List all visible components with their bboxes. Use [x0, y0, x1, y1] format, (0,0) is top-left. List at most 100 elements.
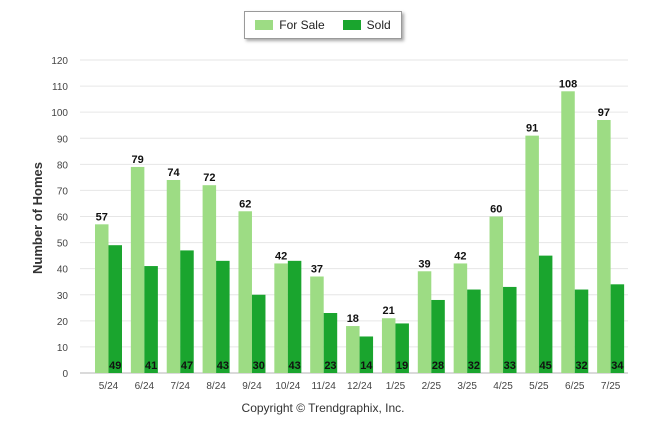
bar-for-sale[interactable]: [346, 326, 360, 373]
bar-for-sale[interactable]: [489, 216, 504, 374]
y-tick-label: 120: [51, 56, 68, 67]
y-tick-label: 80: [57, 160, 69, 171]
x-axis-ticks: 5/24 6/24 7/24 8/24 9/24 10/24 11/24 12/24 1/25 2…: [99, 381, 621, 392]
bar-for-sale[interactable]: [166, 179, 181, 373]
bar-sold[interactable]: [144, 266, 158, 373]
data-label-for-sale: 62: [239, 198, 251, 210]
x-tick-label: 3/25: [457, 381, 477, 392]
data-label-for-sale: 37: [311, 263, 323, 275]
data-labels: 57 49 79 41 74 47 72 43 62 30 42 43 37 23 18 14 21 19 39 28…: [96, 78, 625, 372]
data-label-sold: 47: [181, 360, 193, 372]
x-tick-label: 7/24: [170, 381, 190, 392]
data-label-sold: 23: [324, 360, 336, 372]
x-tick-label: 11/24: [312, 381, 337, 392]
data-label-for-sale: 97: [598, 107, 610, 119]
data-label-sold: 49: [109, 360, 121, 372]
y-tick-label: 70: [57, 186, 69, 197]
data-label-for-sale: 42: [454, 250, 466, 262]
bar-for-sale[interactable]: [238, 211, 252, 373]
y-tick-label: 90: [57, 134, 69, 145]
bar-for-sale[interactable]: [561, 91, 575, 374]
bar-sold[interactable]: [323, 313, 338, 373]
bar-for-sale[interactable]: [381, 318, 396, 373]
bar-sold[interactable]: [610, 284, 625, 373]
data-label-for-sale: 42: [275, 250, 287, 262]
bar-sold[interactable]: [216, 260, 230, 373]
bar-for-sale[interactable]: [130, 166, 145, 373]
bar-sold[interactable]: [503, 286, 517, 373]
bar-sold[interactable]: [467, 289, 481, 373]
bar-for-sale[interactable]: [310, 276, 324, 373]
bar-for-sale[interactable]: [274, 263, 288, 373]
y-axis-label: Number of Homes: [30, 162, 45, 274]
data-label-sold: 43: [288, 360, 300, 372]
legend-item-for-sale[interactable]: For Sale: [255, 18, 325, 32]
legend-label-for-sale: For Sale: [279, 18, 325, 32]
data-label-sold: 30: [253, 360, 265, 372]
data-label-sold: 41: [145, 360, 157, 372]
data-label-sold: 45: [540, 360, 552, 372]
bar-sold[interactable]: [359, 336, 374, 373]
copyright-text: Copyright © Trendgraphix, Inc.: [241, 401, 405, 415]
bar-sold[interactable]: [574, 289, 589, 373]
legend: For Sale Sold: [244, 11, 402, 39]
data-label-for-sale: 108: [559, 78, 577, 90]
data-label-for-sale: 39: [418, 258, 430, 270]
x-tick-label: 4/25: [493, 381, 513, 392]
x-tick-label: 10/24: [275, 381, 300, 392]
data-label-for-sale: 72: [203, 172, 215, 184]
x-tick-label: 5/24: [99, 381, 119, 392]
data-label-for-sale: 57: [96, 211, 108, 223]
bar-for-sale[interactable]: [202, 185, 217, 373]
y-tick-label: 60: [57, 213, 69, 224]
data-label-sold: 33: [504, 360, 516, 372]
bar-for-sale[interactable]: [95, 224, 109, 373]
x-tick-label: 6/25: [565, 381, 585, 392]
legend-swatch-for-sale: [255, 20, 274, 30]
bar-sold[interactable]: [108, 245, 123, 373]
data-label-for-sale: 21: [383, 305, 395, 317]
data-label-sold: 32: [575, 360, 587, 372]
data-label-sold: 32: [468, 360, 480, 372]
x-tick-label: 9/24: [242, 381, 262, 392]
y-tick-label: 0: [62, 369, 68, 380]
x-tick-label: 6/24: [135, 381, 155, 392]
bar-sold[interactable]: [251, 294, 266, 373]
y-tick-label: 100: [51, 108, 68, 119]
data-label-for-sale: 18: [347, 313, 359, 325]
bar-sold[interactable]: [180, 250, 194, 373]
x-tick-label: 2/25: [422, 381, 442, 392]
bar-for-sale[interactable]: [417, 271, 432, 373]
y-tick-label: 50: [57, 239, 69, 250]
data-label-sold: 14: [360, 360, 373, 372]
x-tick-label: 12/24: [347, 381, 372, 392]
bar-sold[interactable]: [287, 260, 302, 373]
legend-label-sold: Sold: [366, 18, 391, 32]
data-label-sold: 28: [432, 360, 444, 372]
x-tick-label: 1/25: [386, 381, 406, 392]
y-tick-label: 10: [57, 343, 69, 354]
bar-for-sale[interactable]: [453, 263, 468, 373]
y-tick-label: 20: [57, 317, 69, 328]
data-label-for-sale: 79: [131, 154, 143, 166]
bar-for-sale[interactable]: [597, 119, 611, 373]
bar-sold[interactable]: [431, 299, 445, 373]
data-label-for-sale: 60: [490, 204, 502, 216]
x-tick-label: 7/25: [601, 381, 621, 392]
bar-for-sale[interactable]: [525, 135, 539, 373]
bar-sold[interactable]: [395, 323, 409, 373]
bars: [95, 91, 625, 374]
x-tick-label: 8/24: [206, 381, 226, 392]
y-tick-label: 110: [52, 82, 68, 93]
bar-sold[interactable]: [538, 255, 553, 373]
legend-item-sold[interactable]: Sold: [342, 18, 391, 32]
data-label-sold: 43: [217, 360, 229, 372]
data-label-for-sale: 74: [167, 167, 180, 179]
data-label-for-sale: 91: [526, 123, 538, 135]
data-label-sold: 19: [396, 360, 408, 372]
y-tick-label: 30: [57, 291, 69, 302]
x-tick-label: 5/25: [529, 381, 549, 392]
legend-swatch-sold: [342, 20, 361, 30]
y-axis-ticks: 0 10 20 30 40 50 60 70 80 90 100 110 120: [51, 56, 68, 380]
